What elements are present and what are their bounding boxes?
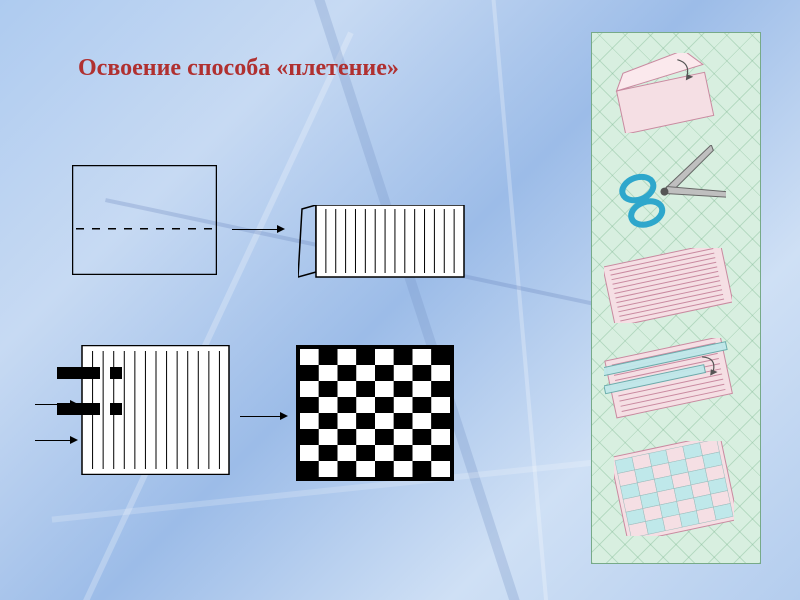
stage: Освоение способа «плетение» — [0, 0, 800, 600]
panel-slit-sheet — [604, 248, 732, 323]
panel-folded-sheet — [610, 53, 720, 133]
panel-scissors-icon — [606, 145, 726, 235]
arrow-icon — [35, 436, 78, 444]
diagram-cut-lines — [298, 205, 466, 287]
panel-result — [614, 441, 734, 536]
arrow-icon — [35, 400, 78, 408]
panel-weaving — [604, 338, 736, 420]
page-title: Освоение способа «плетение» — [78, 55, 399, 82]
arrow-icon — [240, 412, 288, 420]
right-panel — [591, 32, 761, 564]
diagram-fold-square — [72, 165, 217, 275]
diagram-checkerboard — [296, 345, 454, 481]
arrow-icon — [232, 225, 285, 233]
diagram-weave-start — [52, 345, 230, 475]
